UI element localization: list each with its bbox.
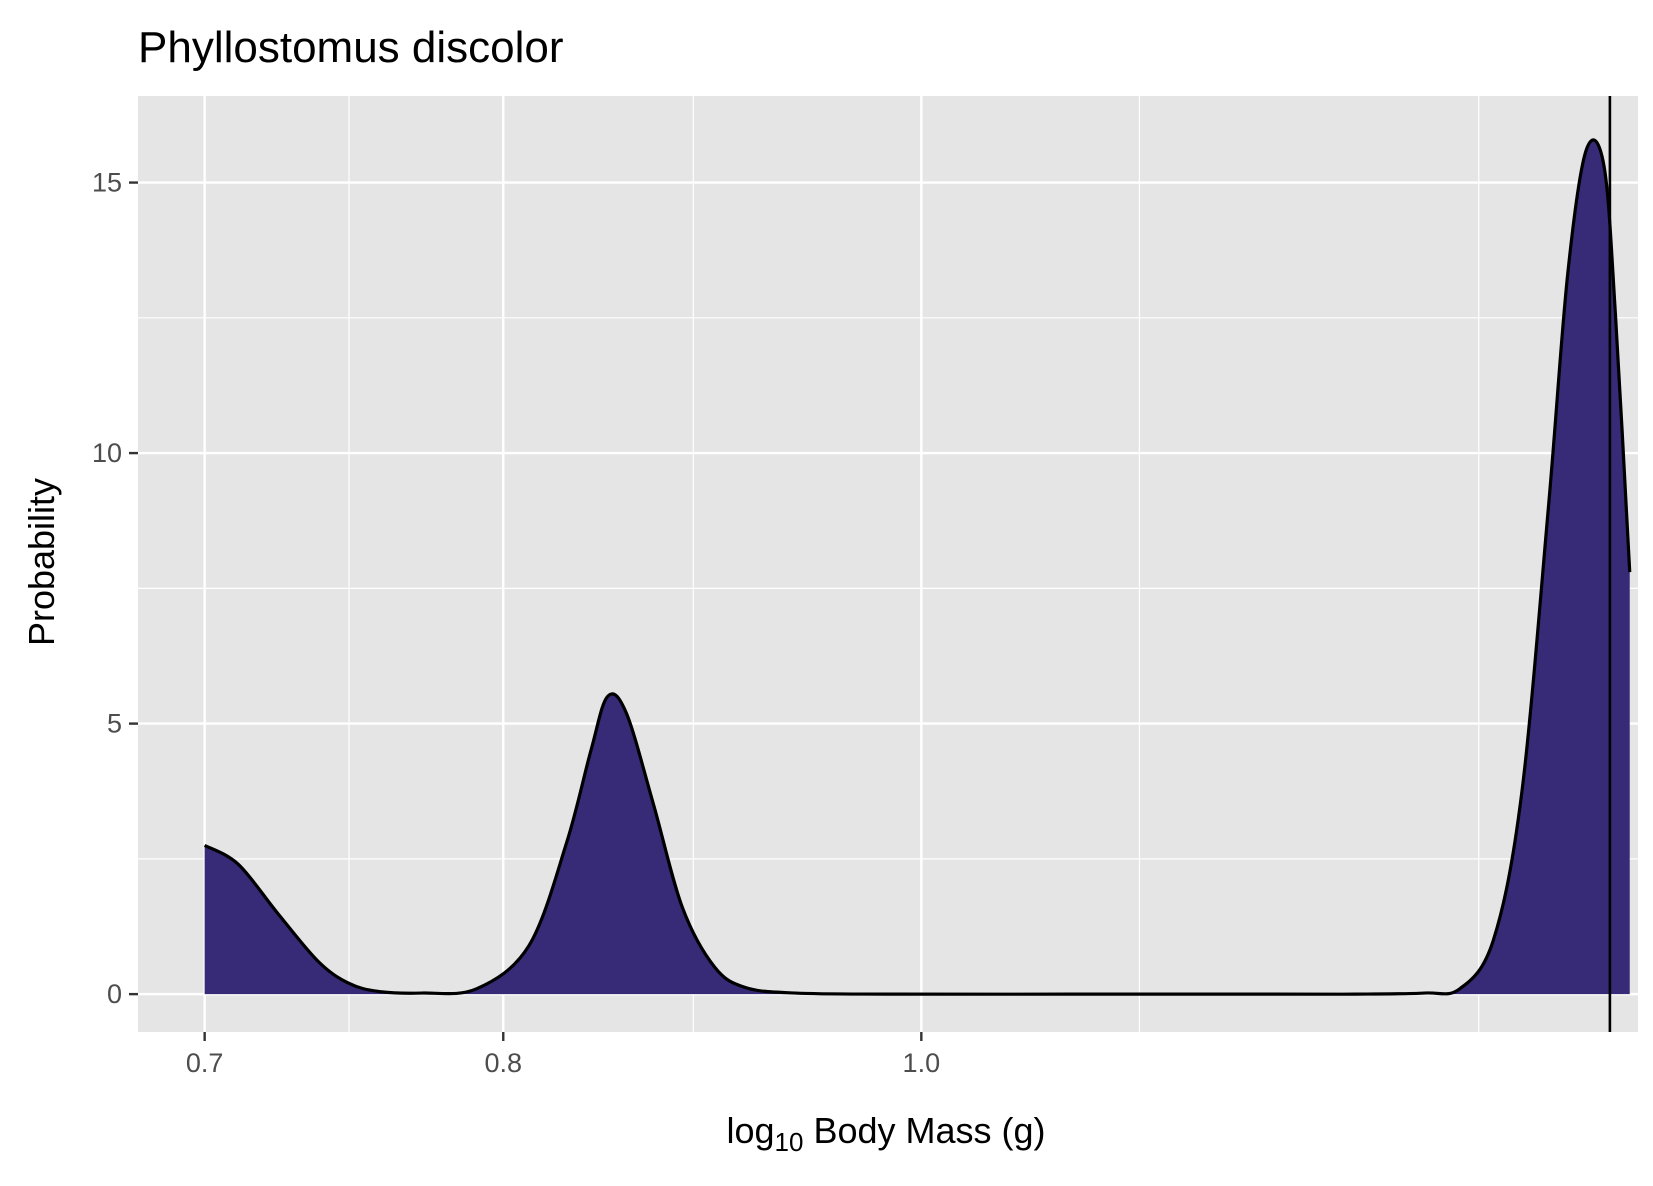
x-axis: 0.7 0.8 1.0 <box>186 1032 940 1078</box>
x-tick-label: 0.8 <box>484 1048 522 1078</box>
density-outline <box>203 138 1632 996</box>
plot-panel <box>138 96 1638 1032</box>
chart-title: Phyllostomus discolor <box>138 23 564 72</box>
x-axis-title-base: log <box>726 1110 774 1151</box>
y-tick-label: 15 <box>92 168 122 198</box>
x-tick-label: 0.7 <box>186 1048 224 1078</box>
y-tick-label: 0 <box>107 979 122 1009</box>
x-axis-title-subscript: 10 <box>775 1127 804 1157</box>
y-axis: 0 5 10 15 <box>92 168 138 1009</box>
minor-gridlines <box>138 96 1638 1032</box>
y-axis-title: Probability <box>21 478 62 646</box>
x-axis-title-rest: Body Mass (g) <box>803 1110 1045 1151</box>
y-tick-label: 5 <box>107 709 122 739</box>
x-tick-label: 1.0 <box>903 1048 941 1078</box>
y-tick-label: 10 <box>92 438 122 468</box>
x-axis-title: log10 Body Mass (g) <box>726 1110 1045 1157</box>
